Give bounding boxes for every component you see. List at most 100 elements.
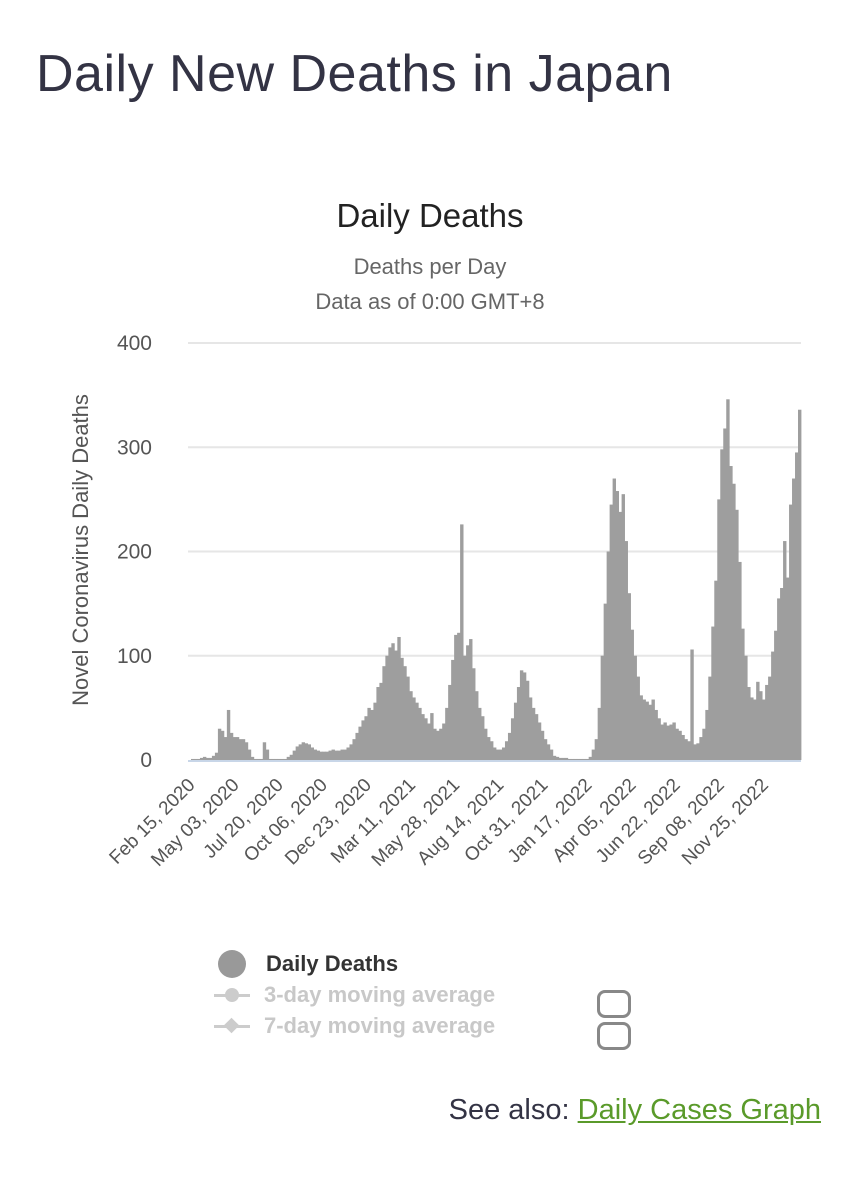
bar[interactable] [537,722,542,760]
bar[interactable] [217,728,222,760]
bar[interactable] [747,687,751,760]
bar[interactable] [696,743,700,760]
toggle-7-day-average-checkbox[interactable] [597,1022,631,1050]
bar[interactable] [588,756,593,760]
bar[interactable] [555,756,560,760]
bar[interactable] [313,749,317,760]
bar[interactable] [672,722,676,760]
bar[interactable] [768,676,772,760]
bar[interactable] [498,749,503,760]
bar[interactable] [573,758,578,760]
bar[interactable] [579,758,584,760]
bar[interactable] [406,676,410,760]
bar[interactable] [777,598,781,760]
bar[interactable] [741,628,745,760]
bar[interactable] [190,758,195,760]
bar[interactable] [196,758,201,760]
bar[interactable] [789,504,793,760]
bar[interactable] [525,680,530,760]
bar[interactable] [304,743,309,760]
bar[interactable] [319,751,323,760]
bar[interactable] [235,737,240,760]
bar[interactable] [792,478,796,760]
bar[interactable] [594,739,599,760]
bar[interactable] [567,758,572,760]
bar[interactable] [232,737,237,760]
bar[interactable] [244,742,249,760]
bar[interactable] [666,725,670,760]
bar[interactable] [726,399,730,760]
bar[interactable] [648,704,652,760]
bar[interactable] [603,603,608,761]
bar[interactable] [669,724,673,760]
bar[interactable] [681,734,685,760]
bar[interactable] [253,758,258,760]
bar[interactable] [759,691,763,760]
bar[interactable] [361,720,365,760]
bar[interactable] [684,739,688,760]
bar[interactable] [379,682,383,760]
bar[interactable] [286,756,291,760]
bar[interactable] [316,750,320,760]
bar[interactable] [561,757,566,760]
bar[interactable] [322,751,326,760]
bar[interactable] [708,676,712,760]
bar[interactable] [735,509,739,760]
bar[interactable] [576,758,581,760]
bar[interactable] [394,650,398,760]
bar[interactable] [349,744,353,760]
bar[interactable] [702,728,706,760]
bar[interactable] [358,726,362,760]
bar[interactable] [355,732,359,760]
bar[interactable] [223,737,228,760]
bar[interactable] [504,741,509,760]
bar[interactable] [277,758,282,760]
bar[interactable] [690,649,694,761]
bar[interactable] [750,697,754,760]
bar[interactable] [280,758,285,760]
bar[interactable] [292,750,297,760]
bar[interactable] [660,724,664,760]
bar[interactable] [600,655,605,760]
bar[interactable] [657,718,661,760]
bar[interactable] [678,730,682,760]
bar[interactable] [501,747,506,760]
bar[interactable] [430,713,434,760]
bar[interactable] [738,561,742,760]
bar[interactable] [238,739,243,760]
bar[interactable] [202,756,207,760]
bar[interactable] [226,709,231,760]
bar[interactable] [627,593,631,760]
bar[interactable] [424,718,428,760]
bar[interactable] [241,739,246,760]
bar[interactable] [720,449,724,760]
bar[interactable] [391,643,395,760]
bar[interactable] [510,718,515,760]
bar[interactable] [388,647,392,760]
bar[interactable] [205,757,210,760]
bar[interactable] [615,491,619,760]
bar[interactable] [795,452,799,760]
bar[interactable] [549,749,554,760]
bar[interactable] [714,580,718,760]
bar[interactable] [262,742,267,760]
bar[interactable] [543,739,548,760]
bar[interactable] [570,758,575,760]
bar[interactable] [472,668,476,760]
bar[interactable] [591,749,596,760]
bar[interactable] [256,758,261,760]
bar[interactable] [771,651,775,760]
bar[interactable] [445,707,449,761]
bar[interactable] [442,723,446,760]
bar[interactable] [427,723,431,760]
bar[interactable] [298,744,303,760]
legend-item-3-day-average[interactable]: 3-day moving average [214,979,495,1010]
bar[interactable] [711,626,715,760]
bar[interactable] [259,758,264,760]
toggle-3-day-average-checkbox[interactable] [597,990,631,1018]
bar[interactable] [484,728,488,760]
bar[interactable] [340,749,344,760]
bar[interactable] [370,709,374,760]
bar[interactable] [582,758,587,760]
bar[interactable] [301,742,306,760]
